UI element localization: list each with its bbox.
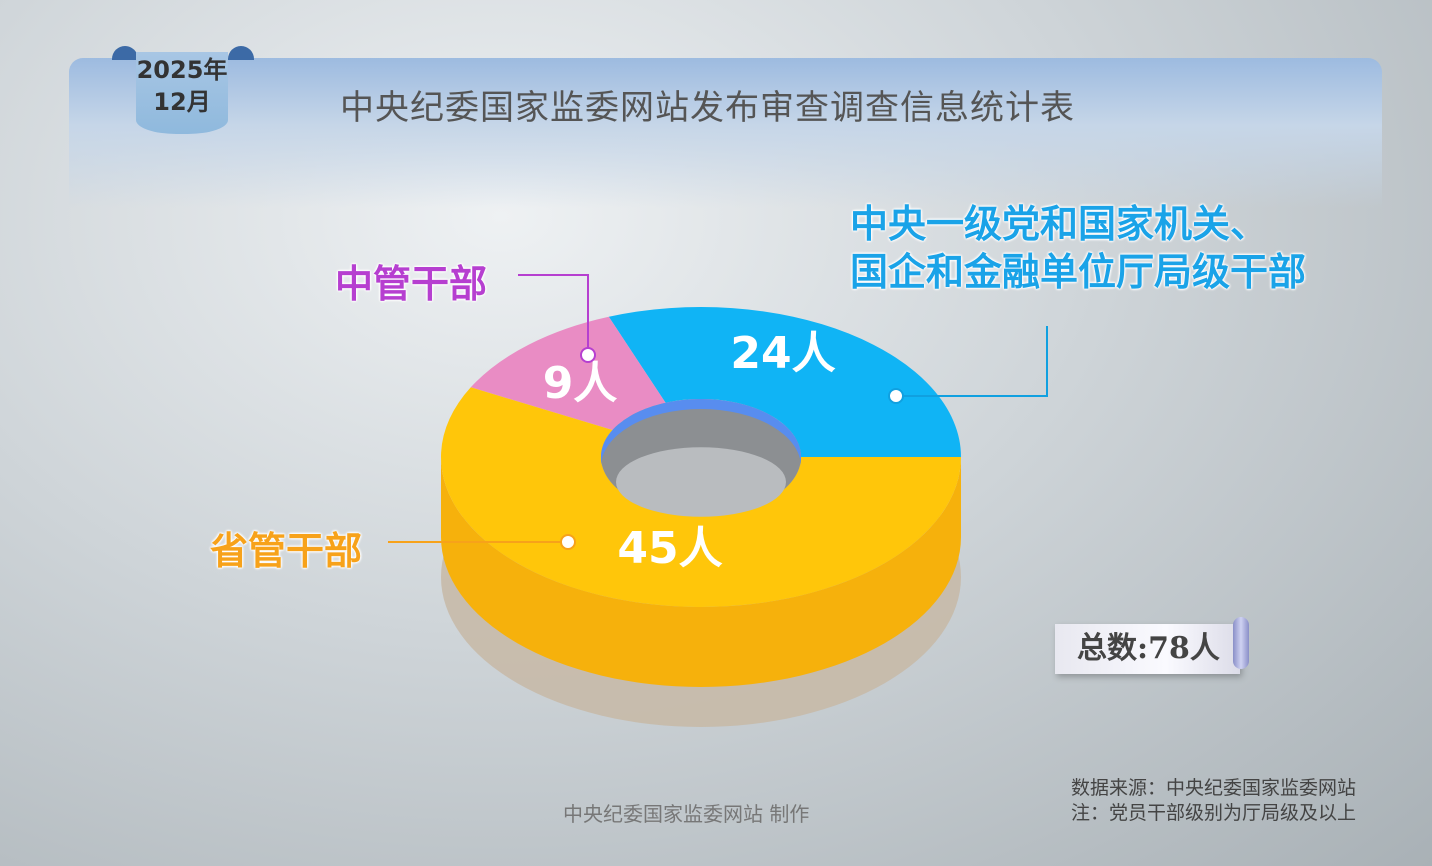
leader-dot [888, 388, 904, 404]
slice-central-level [608, 306, 961, 457]
date-month: 12月 [153, 88, 211, 116]
value-label: 9人 [543, 358, 618, 409]
label-provincial-managed: 省管干部 [210, 529, 363, 573]
label-line: 中央一级党和国家机关、 [850, 202, 1269, 246]
leader-line [518, 274, 589, 355]
slice-provincial-managed [441, 387, 961, 607]
footnote: 注：党员干部级别为厅局级及以上 [1071, 802, 1357, 824]
scroll-roll [1233, 617, 1249, 669]
title-banner [69, 58, 1382, 208]
value-label: 45人 [617, 523, 722, 574]
ribbon-curl [112, 46, 138, 60]
date-year: 2025年 [136, 56, 228, 84]
leader-line [896, 326, 1048, 397]
label-line: 国企和金融单位厅局级干部 [850, 250, 1307, 294]
label-central-managed: 中管干部 [335, 262, 488, 306]
slice-side-provincial [441, 457, 961, 687]
hole-inner-wall [601, 399, 801, 467]
value-label: 24人 [730, 328, 835, 379]
data-source: 数据来源：中央纪委国家监委网站 [1071, 777, 1357, 799]
hole-floor [616, 447, 786, 517]
maker-credit: 中央纪委国家监委网站 制作 [563, 802, 810, 826]
source-note: 数据来源：中央纪委国家监委网站 注：党员干部级别为厅局级及以上 [1071, 776, 1356, 826]
leader-dot [560, 534, 576, 550]
ribbon-curl [228, 46, 254, 60]
leader-dot [580, 347, 596, 363]
slice-central-managed [470, 316, 666, 431]
total-count: 总数:78人 [1055, 624, 1240, 674]
date-ribbon: 2025年 12月 [136, 52, 228, 134]
page-title: 中央纪委国家监委网站发布审查调查信息统计表 [340, 88, 1075, 128]
label-central-level: 中央一级党和国家机关、 国企和金融单位厅局级干部 [850, 200, 1306, 296]
